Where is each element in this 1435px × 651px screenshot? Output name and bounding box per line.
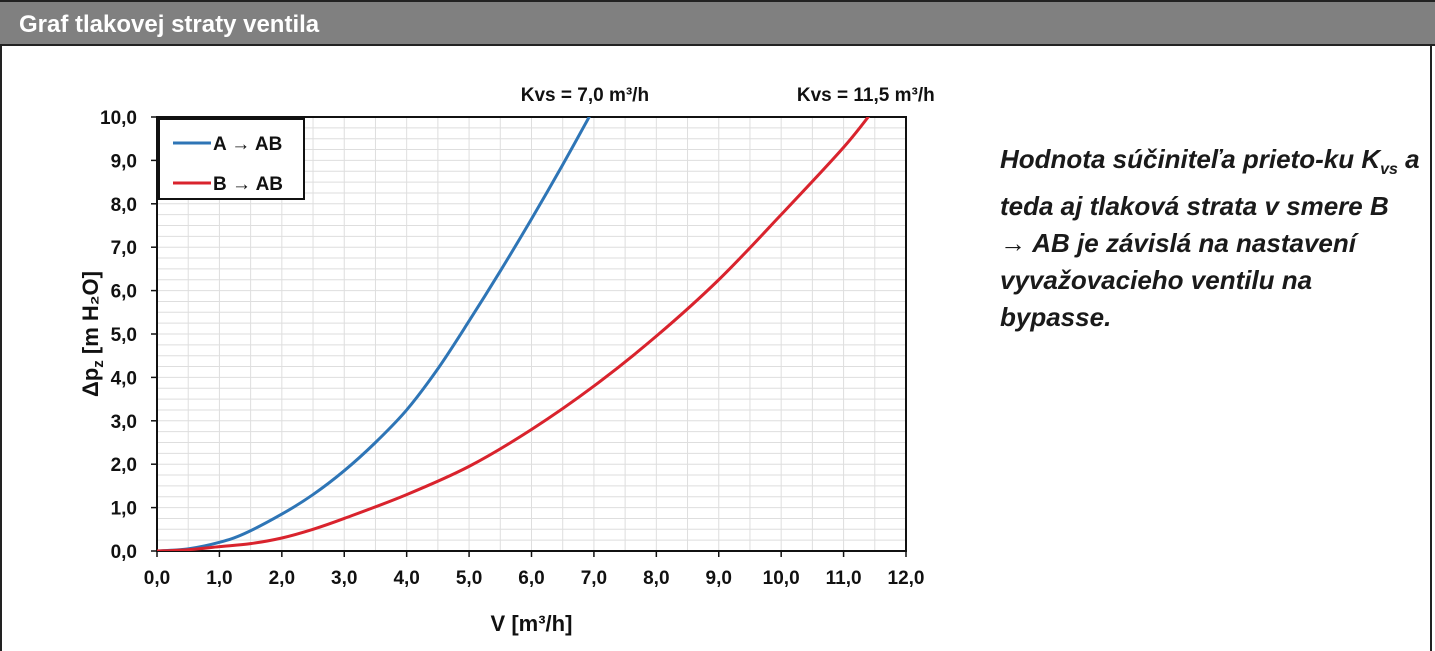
x-tick-label: 11,0 (826, 568, 862, 589)
x-tick-label: 12,0 (888, 568, 925, 589)
y-tick-label: 8,0 (111, 195, 137, 216)
y-tick-label: 10,0 (100, 108, 137, 129)
legend-label: A → AB (213, 134, 282, 155)
kvs-annotation: Kvs = 11,5 m³/h (797, 85, 935, 106)
x-tick-label: 3,0 (331, 568, 357, 589)
y-tick-label: 9,0 (111, 151, 137, 172)
x-axis-title: V [m³/h] (491, 611, 573, 636)
y-tick-label: 1,0 (111, 499, 137, 520)
x-tick-label: 9,0 (706, 568, 732, 589)
x-tick-label: 8,0 (643, 568, 669, 589)
note-text-2: a teda aj tlaková strata v smere B → AB … (1000, 144, 1420, 333)
y-tick-label: 3,0 (111, 412, 137, 433)
x-tick-label: 0,0 (144, 568, 170, 589)
y-tick-label: 5,0 (111, 325, 137, 346)
y-tick-label: 6,0 (111, 282, 137, 303)
series-line-a-ab (157, 117, 591, 551)
title-bar: Graf tlakovej straty ventila (0, 0, 1435, 46)
x-tick-label: 4,0 (393, 568, 419, 589)
series-line-b-ab (157, 117, 871, 551)
x-tick-label: 2,0 (269, 568, 295, 589)
y-tick-label: 7,0 (111, 238, 137, 259)
y-tick-label: 2,0 (111, 455, 137, 476)
y-tick-label: 0,0 (111, 542, 137, 563)
x-tick-label: 10,0 (763, 568, 800, 589)
x-tick-label: 5,0 (456, 568, 482, 589)
note-subscript: vs (1380, 161, 1398, 179)
pressure-loss-chart: 0,0 1,0 2,0 3,0 4,0 5,0 6,0 7,0 8,0 9,0 10,0 11,0 12… (78, 85, 935, 636)
y-axis-title: Δpz [m H₂O] (78, 271, 107, 397)
note-text-1: Hodnota súčiniteľa prieto-ku K (1000, 144, 1381, 174)
kvs-annotation: Kvs = 7,0 m³/h (521, 85, 649, 106)
x-tick-label: 7,0 (581, 568, 607, 589)
legend-box (158, 118, 305, 200)
info-note: Hodnota súčiniteľa prieto-ku Kvs a teda … (1000, 141, 1420, 336)
x-tick-label: 1,0 (206, 568, 232, 589)
legend-label: B → AB (213, 174, 283, 195)
x-tick-label: 6,0 (518, 568, 544, 589)
page-title: Graf tlakovej straty ventila (19, 11, 320, 38)
y-tick-label: 4,0 (111, 368, 137, 389)
